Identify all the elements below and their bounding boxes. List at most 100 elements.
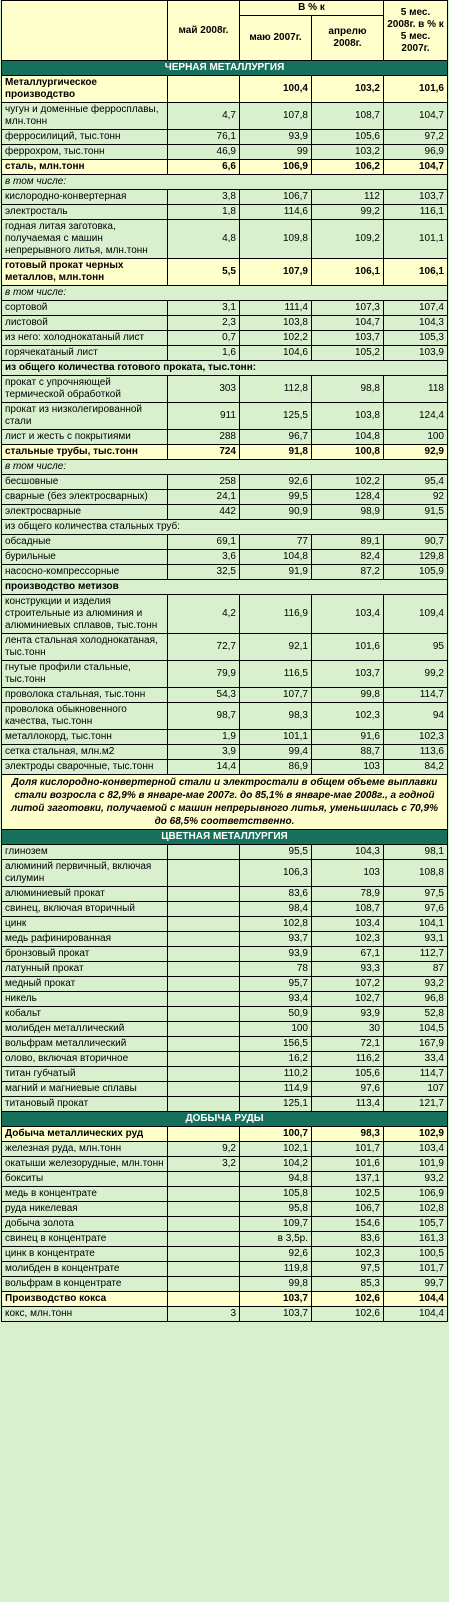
row-value: 99,7: [383, 1276, 448, 1292]
table-row: проволока стальная, тыс.тонн 54,3 107,7 99,…: [1, 687, 448, 703]
row-value: 128,4: [311, 489, 384, 505]
row-value: 1,9: [167, 729, 240, 745]
row-value: 104,7: [383, 159, 448, 175]
row-label: добыча золота: [1, 1216, 168, 1232]
row-value: 103: [311, 759, 384, 775]
row-label: лента стальная холоднокатаная, тыс.тонн: [1, 633, 168, 661]
row-value: 161,3: [383, 1231, 448, 1247]
row-value: 100: [383, 429, 448, 445]
row-value: [167, 931, 240, 947]
row-value: [167, 75, 240, 103]
note-row: Доля кислородно-конвертерной стали и эле…: [1, 774, 448, 830]
row-value: 93,4: [239, 991, 312, 1007]
row-value: 102,7: [311, 991, 384, 1007]
row-value: [167, 844, 240, 860]
row-value: 83,6: [239, 886, 312, 902]
row-value: 0,7: [167, 330, 240, 346]
row-value: 78,9: [311, 886, 384, 902]
row-value: 104,6: [239, 345, 312, 361]
row-value: 85,3: [311, 1276, 384, 1292]
table-row: электроды сварочные, тыс.тонн 14,4 86,9 103…: [1, 759, 448, 775]
row-value: 724: [167, 444, 240, 460]
row-label: Производство кокса: [1, 1291, 168, 1307]
row-label: вольфрам металлический: [1, 1036, 168, 1052]
row-value: 88,7: [311, 744, 384, 760]
row-value: 14,4: [167, 759, 240, 775]
row-label: бокситы: [1, 1171, 168, 1187]
row-value: 89,1: [311, 534, 384, 550]
row-value: 102,1: [239, 1141, 312, 1157]
row-value: [167, 1246, 240, 1262]
row-value: 98,8: [311, 375, 384, 403]
table-row: листовой 2,3 103,8 104,7 104,3: [1, 315, 448, 331]
row-label: кислородно-конвертерная: [1, 189, 168, 205]
row-value: 104,2: [239, 1156, 312, 1172]
row-value: 101,1: [239, 729, 312, 745]
row-value: 104,4: [383, 1306, 448, 1322]
row-value: 94,8: [239, 1171, 312, 1187]
row-value: 95,5: [239, 844, 312, 860]
row-value: 103,7: [383, 189, 448, 205]
row-value: 107,4: [383, 300, 448, 316]
row-value: 112,7: [383, 946, 448, 962]
row-label: руда никелевая: [1, 1201, 168, 1217]
row-value: 93,7: [239, 931, 312, 947]
row-value: 84,2: [383, 759, 448, 775]
row-label: кобальт: [1, 1006, 168, 1022]
table-row: сетка стальная, млн.м2 3,9 99,4 88,7 113,6: [1, 744, 448, 760]
row-value: 99,2: [311, 204, 384, 220]
row-value: 108,7: [311, 901, 384, 917]
table-row: добыча золота 109,7 154,6 105,7: [1, 1216, 448, 1232]
row-value: 124,4: [383, 402, 448, 430]
row-value: 118: [383, 375, 448, 403]
row-label: бурильные: [1, 549, 168, 565]
row-value: 95,7: [239, 976, 312, 992]
row-value: 76,1: [167, 129, 240, 145]
row-label: гнутые профили стальные, тыс.тонн: [1, 660, 168, 688]
row-value: 101,7: [383, 1261, 448, 1277]
row-value: 93,1: [383, 931, 448, 947]
row-label: сталь, млн.тонн: [1, 159, 168, 175]
row-value: 116,5: [239, 660, 312, 688]
row-label: обсадные: [1, 534, 168, 550]
row-label: листовой: [1, 315, 168, 331]
row-label: производство метизов: [1, 579, 448, 595]
row-label: латунный прокат: [1, 961, 168, 977]
row-value: 106,1: [311, 258, 384, 286]
row-value: [167, 901, 240, 917]
row-value: 102,8: [239, 916, 312, 932]
section-title: ЧЕРНАЯ МЕТАЛЛУРГИЯ: [1, 60, 448, 76]
row-value: [167, 1021, 240, 1037]
row-value: [167, 961, 240, 977]
row-value: 167,9: [383, 1036, 448, 1052]
header-5-months: 5 мес. 2008г. в % к 5 мес. 2007г.: [383, 0, 448, 61]
section-note: Доля кислородно-конвертерной стали и эле…: [1, 774, 448, 830]
row-value: 442: [167, 504, 240, 520]
row-value: 107,8: [239, 102, 312, 130]
row-value: 102,6: [311, 1291, 384, 1307]
row-label: цинк в концентрате: [1, 1246, 168, 1262]
row-value: [167, 1216, 240, 1232]
row-label: стальные трубы, тыс.тонн: [1, 444, 168, 460]
row-value: 106,9: [239, 159, 312, 175]
row-label: горячекатаный лист: [1, 345, 168, 361]
row-value: 91,8: [239, 444, 312, 460]
row-value: 113,4: [311, 1096, 384, 1112]
row-value: 109,8: [239, 219, 312, 259]
row-value: 93,9: [239, 129, 312, 145]
table-row: руда никелевая 95,8 106,7 102,8: [1, 1201, 448, 1217]
row-value: 103,7: [311, 660, 384, 688]
row-value: 92: [383, 489, 448, 505]
row-value: 82,4: [311, 549, 384, 565]
row-value: 32,5: [167, 564, 240, 580]
row-label: глинозем: [1, 844, 168, 860]
row-label: Добыча металлических руд: [1, 1126, 168, 1142]
row-value: 94: [383, 702, 448, 730]
header-april-2008: апрелю 2008г.: [311, 15, 384, 61]
table-row: феррохром, тыс.тонн 46,9 99 103,2 96,9: [1, 144, 448, 160]
row-value: [167, 859, 240, 887]
row-label: чугун и доменные ферросплавы, млн.тонн: [1, 102, 168, 130]
section-header: ЦВЕТНАЯ МЕТАЛЛУРГИЯ: [1, 829, 448, 845]
row-value: 121,7: [383, 1096, 448, 1112]
row-value: 100,7: [239, 1126, 312, 1142]
